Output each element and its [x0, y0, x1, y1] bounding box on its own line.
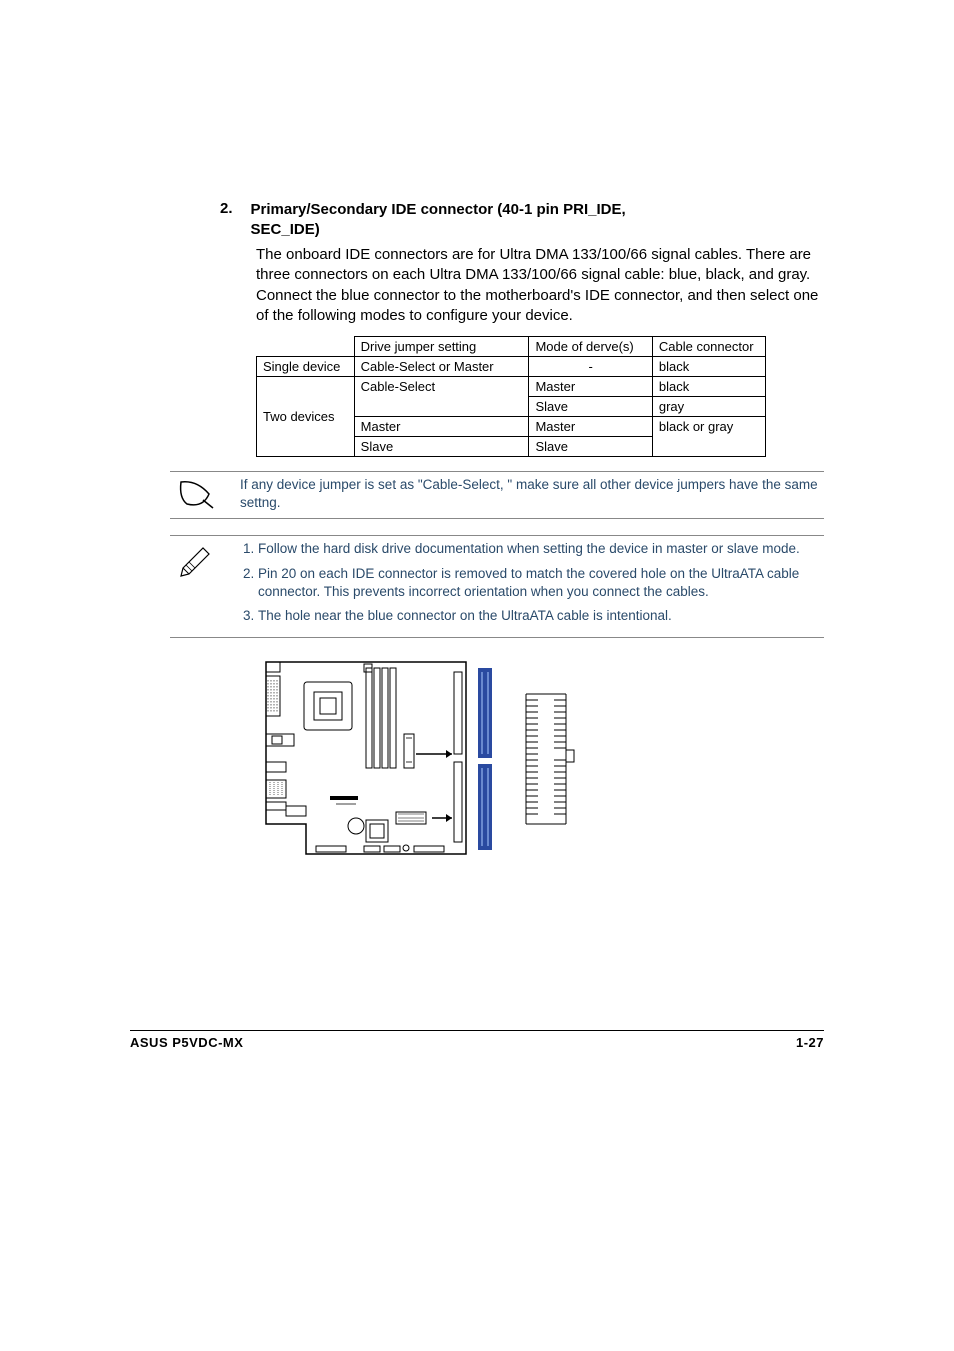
table-cell: black or gray: [652, 417, 765, 457]
footer-right: 1-27: [796, 1035, 824, 1050]
info-note: If any device jumper is set as "Cable-Se…: [170, 471, 824, 519]
table-cell: Two devices: [257, 377, 355, 457]
section-title: Primary/Secondary IDE connector (40-1 pi…: [251, 200, 824, 239]
table-cell: Master: [529, 417, 652, 437]
pencil-note: Follow the hard disk drive documentation…: [170, 535, 824, 638]
table-cell: [257, 337, 355, 357]
table-cell: black: [652, 377, 765, 397]
section-title-line1: Primary/Secondary IDE connector (40-1 pi…: [251, 201, 626, 218]
table-cell: Mode of derve(s): [529, 337, 652, 357]
info-icon: [170, 476, 220, 510]
section-body: The onboard IDE connectors are for Ultra…: [256, 245, 824, 326]
pencil-icon: [170, 540, 220, 578]
table-cell: Slave: [354, 437, 529, 457]
list-item: Follow the hard disk drive documentation…: [258, 540, 824, 558]
motherboard-diagram: [256, 654, 824, 874]
section-number: 2.: [220, 200, 233, 239]
pencil-note-list: Follow the hard disk drive documentation…: [240, 540, 824, 625]
table-row: Two devices Cable-Select Master black: [257, 377, 766, 397]
table-cell: Single device: [257, 357, 355, 377]
info-note-text: If any device jumper is set as "Cable-Se…: [240, 476, 824, 512]
table-cell: Cable connector: [652, 337, 765, 357]
table-cell: Drive jumper setting: [354, 337, 529, 357]
section-title-line2: SEC_IDE): [251, 221, 320, 238]
table-cell: gray: [652, 397, 765, 417]
table-cell: -: [529, 357, 652, 377]
footer-left: ASUS P5VDC-MX: [130, 1035, 243, 1050]
table-cell: Slave: [529, 437, 652, 457]
list-item: Pin 20 on each IDE connector is removed …: [258, 565, 824, 601]
table-cell: Cable-Select: [354, 377, 529, 417]
list-item: The hole near the blue connector on the …: [258, 607, 824, 625]
table-cell: Cable-Select or Master: [354, 357, 529, 377]
table-cell: Slave: [529, 397, 652, 417]
cable-table: Drive jumper setting Mode of derve(s) Ca…: [256, 336, 766, 457]
table-cell: Master: [354, 417, 529, 437]
table-row: Single device Cable-Select or Master - b…: [257, 357, 766, 377]
table-row: Drive jumper setting Mode of derve(s) Ca…: [257, 337, 766, 357]
table-cell: Master: [529, 377, 652, 397]
table-cell: black: [652, 357, 765, 377]
page-footer: ASUS P5VDC-MX 1-27: [130, 1030, 824, 1050]
